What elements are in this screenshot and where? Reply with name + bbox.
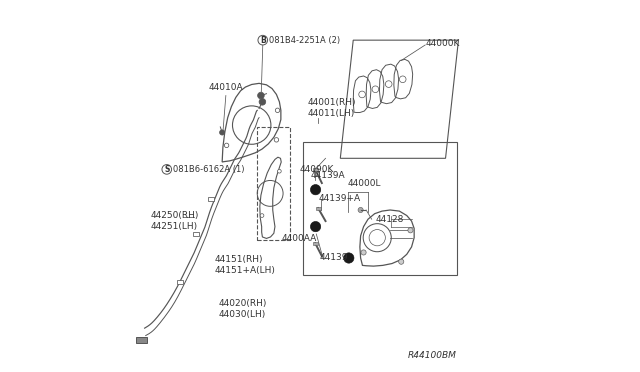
Circle shape bbox=[310, 185, 321, 195]
Text: S: S bbox=[164, 165, 170, 174]
Circle shape bbox=[310, 221, 321, 232]
Text: 44128: 44128 bbox=[376, 215, 404, 224]
Circle shape bbox=[358, 208, 363, 212]
Text: 44090K: 44090K bbox=[300, 165, 334, 174]
Circle shape bbox=[275, 108, 280, 112]
Text: 081B6-6162A (1): 081B6-6162A (1) bbox=[173, 165, 245, 174]
Circle shape bbox=[359, 91, 365, 98]
Text: 081B4-2251A (2): 081B4-2251A (2) bbox=[269, 36, 340, 45]
FancyBboxPatch shape bbox=[208, 197, 214, 201]
Circle shape bbox=[372, 86, 379, 93]
Text: 44250(RH)
44251(LH): 44250(RH) 44251(LH) bbox=[150, 211, 198, 231]
Text: 4400AA: 4400AA bbox=[281, 234, 317, 243]
Bar bbox=[257, 127, 291, 240]
Text: 44000L: 44000L bbox=[348, 179, 381, 188]
FancyBboxPatch shape bbox=[177, 280, 182, 284]
Text: 44151(RH)
44151+A(LH): 44151(RH) 44151+A(LH) bbox=[215, 255, 276, 275]
Circle shape bbox=[399, 76, 406, 83]
Text: 44010A: 44010A bbox=[209, 83, 243, 92]
Circle shape bbox=[260, 214, 264, 217]
Text: B: B bbox=[260, 36, 266, 45]
FancyBboxPatch shape bbox=[312, 242, 318, 245]
Text: 44139A: 44139A bbox=[311, 171, 346, 180]
Text: R44100BM: R44100BM bbox=[408, 350, 456, 359]
Text: 44000K: 44000K bbox=[425, 39, 460, 48]
Circle shape bbox=[258, 92, 264, 99]
Circle shape bbox=[408, 228, 413, 233]
Text: 44001(RH)
44011(LH): 44001(RH) 44011(LH) bbox=[307, 97, 356, 118]
Text: 44139: 44139 bbox=[320, 253, 349, 263]
FancyBboxPatch shape bbox=[193, 232, 199, 236]
FancyBboxPatch shape bbox=[316, 207, 321, 210]
Circle shape bbox=[259, 99, 266, 105]
Circle shape bbox=[220, 130, 225, 135]
Circle shape bbox=[361, 250, 366, 255]
Circle shape bbox=[278, 169, 281, 173]
Text: 44139+A: 44139+A bbox=[318, 195, 360, 203]
Circle shape bbox=[225, 143, 229, 148]
FancyBboxPatch shape bbox=[312, 168, 318, 171]
Circle shape bbox=[399, 259, 404, 264]
Circle shape bbox=[385, 81, 392, 87]
Text: 44020(RH)
44030(LH): 44020(RH) 44030(LH) bbox=[218, 299, 267, 319]
Circle shape bbox=[344, 253, 354, 263]
Circle shape bbox=[274, 138, 278, 142]
Bar bbox=[303, 142, 456, 275]
FancyBboxPatch shape bbox=[136, 337, 147, 343]
